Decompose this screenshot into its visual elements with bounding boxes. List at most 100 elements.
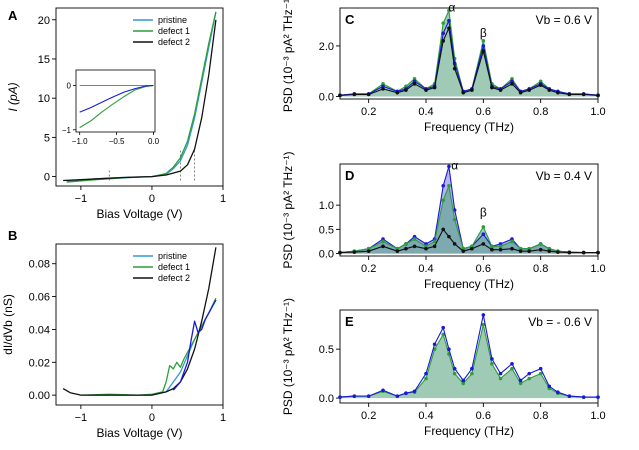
panel-label: B — [8, 228, 17, 243]
y-tick-label: 0.0 — [319, 91, 334, 103]
x-tick-label: 0 — [149, 193, 155, 205]
y-axis-label: I (pA) — [6, 82, 20, 111]
psd-point — [547, 249, 552, 253]
psd-point — [498, 376, 503, 381]
y-tick-label: 0.0 — [319, 249, 334, 261]
panel-d: 0.2 0.4 0.6 0.8 1.0 0.0 0.5 1.0 Frequency (THz) P… — [281, 151, 606, 291]
x-tick-label: 0.8 — [533, 263, 548, 275]
axes-frame — [55, 243, 224, 406]
psd-point — [470, 246, 474, 251]
psd-point — [461, 90, 466, 95]
y-tick-label: 1.0 — [319, 200, 334, 212]
psd-point — [510, 82, 514, 86]
psd-point — [527, 376, 531, 381]
psd-point — [596, 250, 600, 255]
psd-point — [567, 92, 572, 97]
bias-annotation: Vb = - 0.6 V — [528, 315, 592, 329]
y-tick-label: 2.0 — [319, 41, 334, 53]
x-tick-label: −1 — [75, 193, 88, 205]
psd-point — [424, 371, 428, 376]
series-line — [62, 247, 217, 396]
psd-point — [538, 366, 543, 371]
psd-point — [404, 246, 408, 251]
y-tick-label: 15 — [38, 54, 50, 66]
legend-entry: defect 1 — [158, 262, 190, 272]
psd-point — [538, 79, 543, 84]
psd-point — [412, 76, 417, 81]
psd-point — [518, 378, 523, 383]
x-tick-label: 1.0 — [590, 263, 605, 275]
psd-point — [447, 347, 451, 351]
psd-point — [498, 88, 503, 92]
legend-entry: pristine — [158, 15, 187, 25]
psd-point — [338, 250, 342, 255]
x-tick-label: 0.6 — [476, 263, 491, 275]
psd-point — [412, 244, 417, 249]
psd-point — [490, 247, 494, 252]
x-tick-label: 0.4 — [418, 106, 433, 118]
psd-point — [527, 371, 531, 376]
y-axis-label: PSD (10⁻³ pA² THz⁻¹) — [281, 151, 295, 268]
x-tick-label: 1 — [220, 193, 226, 205]
panel-e: 0.2 0.4 0.6 0.8 1.0 0.0 0.5 Frequency (THz) PSD … — [281, 298, 606, 438]
psd-point — [432, 244, 437, 249]
psd-point — [432, 85, 437, 90]
psd-point — [518, 90, 523, 95]
series-line — [88, 299, 217, 396]
psd-point — [441, 31, 446, 36]
x-tick-label: 0.4 — [418, 410, 433, 422]
x-tick-label: 0.4 — [418, 263, 433, 275]
psd-point — [481, 313, 486, 317]
psd-point — [481, 49, 486, 53]
psd-point — [447, 234, 451, 239]
psd-point — [490, 244, 494, 249]
x-tick-label: 0.2 — [361, 410, 376, 422]
x-tick-label: 1.0 — [590, 410, 605, 422]
y-tick-label: 0.04 — [29, 324, 50, 336]
psd-point — [527, 88, 531, 92]
psd-point — [381, 244, 385, 249]
psd-point — [404, 88, 408, 92]
psd-point — [395, 249, 400, 253]
psd-point — [538, 371, 543, 376]
psd-point — [432, 239, 437, 244]
psd-point — [441, 227, 446, 232]
psd-point — [461, 378, 466, 383]
x-axis-label: Frequency (THz) — [424, 277, 514, 291]
psd-point — [381, 84, 385, 89]
x-tick-label: 0.6 — [476, 106, 491, 118]
x-tick-label: 1 — [220, 412, 226, 424]
x-tick-label: −1 — [75, 412, 88, 424]
inset-frame — [75, 69, 156, 133]
inset-y-tick-label: 0 — [67, 82, 72, 91]
psd-point — [510, 79, 514, 84]
psd-point — [412, 237, 417, 241]
psd-point — [547, 384, 552, 389]
x-axis-label: Frequency (THz) — [424, 120, 514, 134]
psd-point — [481, 44, 486, 48]
psd-point — [490, 362, 494, 366]
y-tick-label: 0.5 — [319, 344, 334, 356]
bias-annotation: Vb = 0.4 V — [536, 169, 592, 183]
x-tick-label: 0.8 — [533, 106, 548, 118]
psd-point — [556, 90, 560, 95]
psd-point — [567, 394, 572, 398]
psd-point — [441, 198, 446, 203]
x-tick-label: 0.8 — [533, 410, 548, 422]
axes-frame — [55, 7, 224, 187]
psd-point — [412, 389, 417, 394]
psd-point — [510, 76, 514, 81]
psd-point — [395, 394, 400, 398]
psd-point — [510, 366, 514, 371]
psd-point — [452, 217, 457, 222]
psd-point — [412, 79, 417, 84]
psd-point — [381, 87, 385, 91]
psd-point — [447, 183, 451, 188]
inset-plot: −1.0 −0.5 0.0 −1 0 — [62, 69, 160, 146]
x-tick-label: 0.2 — [361, 106, 376, 118]
psd-point — [527, 249, 531, 253]
psd-point — [470, 88, 474, 92]
y-tick-label: 0.02 — [29, 357, 50, 369]
bias-annotation: Vb = 0.6 V — [536, 13, 592, 27]
